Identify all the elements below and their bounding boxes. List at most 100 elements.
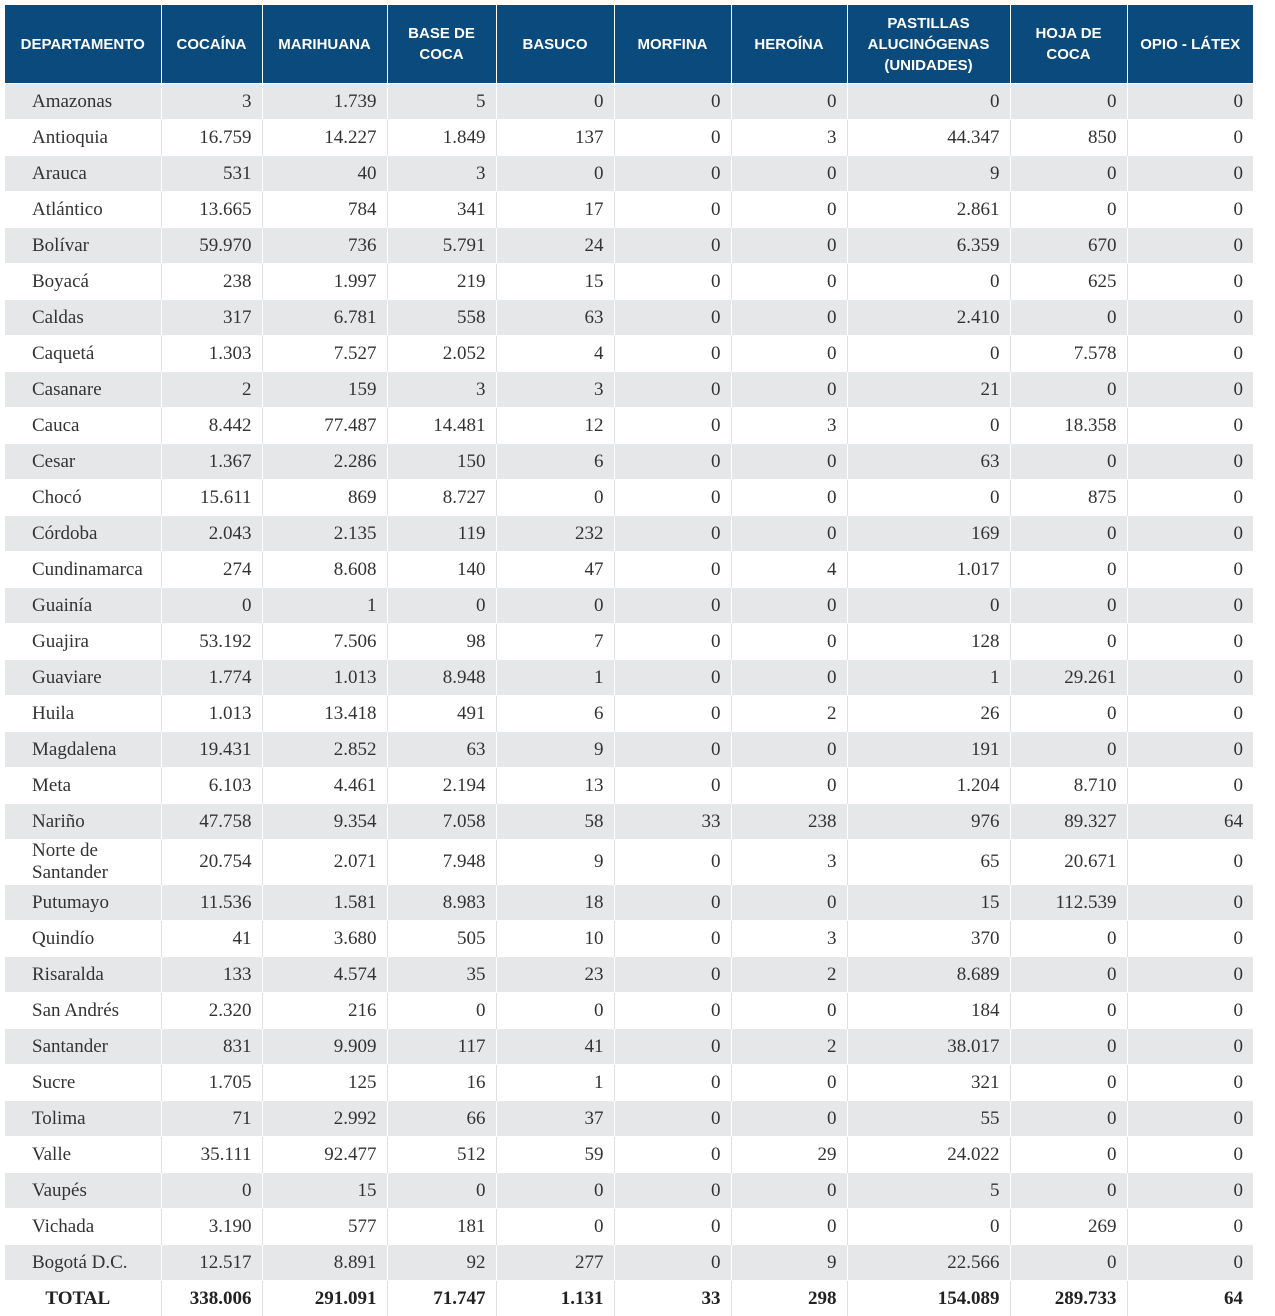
value-cell: 0	[1009, 623, 1127, 660]
value-cell: 184	[846, 992, 1010, 1029]
table-row: Nariño 47.758 9.354 7.058 58 33 238 976 89.327 64	[5, 803, 1253, 840]
value-cell: 0	[1009, 155, 1127, 192]
total-cell: 71.747	[386, 1280, 496, 1316]
value-cell: 277	[495, 1244, 614, 1281]
value-cell: 0	[1126, 227, 1253, 264]
value-cell: 26	[846, 695, 1010, 732]
value-cell: 2.286	[261, 443, 387, 480]
value-cell: 321	[846, 1064, 1010, 1101]
value-cell: 0	[613, 191, 731, 228]
value-cell: 0	[1126, 443, 1253, 480]
value-cell: 0	[730, 992, 847, 1029]
column-header: COCAÍNA	[160, 5, 262, 84]
value-cell: 0	[1126, 335, 1253, 372]
value-cell: 0	[730, 731, 847, 768]
table-row: Arauca 531 40 3 0 0 0 9 0 0	[5, 155, 1253, 192]
value-cell: 37	[495, 1100, 614, 1137]
column-header: HOJA DE COCA	[1009, 5, 1127, 84]
table-row: Quindío 41 3.680 505 10 0 3 370 0 0	[5, 920, 1253, 957]
department-cell: Guaviare	[5, 659, 161, 696]
value-cell: 0	[613, 299, 731, 336]
value-cell: 577	[261, 1208, 387, 1245]
value-cell: 8.689	[846, 956, 1010, 993]
value-cell: 0	[730, 191, 847, 228]
value-cell: 0	[730, 659, 847, 696]
value-cell: 0	[613, 155, 731, 192]
value-cell: 0	[1126, 407, 1253, 444]
value-cell: 4.461	[261, 767, 387, 804]
value-cell: 0	[613, 335, 731, 372]
value-cell: 0	[1126, 515, 1253, 552]
value-cell: 3	[386, 155, 496, 192]
value-cell: 0	[730, 1100, 847, 1137]
value-cell: 3	[730, 119, 847, 156]
department-cell: Nariño	[5, 803, 161, 840]
value-cell: 8.727	[386, 479, 496, 516]
value-cell: 0	[1126, 1064, 1253, 1101]
department-cell: Córdoba	[5, 515, 161, 552]
department-cell: Meta	[5, 767, 161, 804]
value-cell: 15	[846, 884, 1010, 921]
table-row: Cundinamarca 274 8.608 140 47 0 4 1.017 0 0	[5, 551, 1253, 588]
department-cell: Antioquia	[5, 119, 161, 156]
value-cell: 0	[1126, 767, 1253, 804]
value-cell: 0	[730, 1172, 847, 1209]
value-cell: 92	[386, 1244, 496, 1281]
table-row: Caquetá 1.303 7.527 2.052 4 0 0 0 7.578 0	[5, 335, 1253, 372]
value-cell: 0	[613, 1172, 731, 1209]
value-cell: 0	[613, 479, 731, 516]
table-row: Caldas 317 6.781 558 63 0 0 2.410 0 0	[5, 299, 1253, 336]
department-cell: Boyacá	[5, 263, 161, 300]
value-cell: 98	[386, 623, 496, 660]
table-row: San Andrés 2.320 216 0 0 0 0 184 0 0	[5, 992, 1253, 1029]
column-header: BASUCO	[495, 5, 614, 84]
value-cell: 2.135	[261, 515, 387, 552]
table-body: Amazonas 3 1.739 5 0 0 0 0 0 0 Antioquia 16.759 14.2…	[5, 83, 1253, 1316]
value-cell: 0	[613, 920, 731, 957]
value-cell: 3	[730, 407, 847, 444]
value-cell: 0	[1126, 731, 1253, 768]
value-cell: 63	[495, 299, 614, 336]
value-cell: 0	[613, 119, 731, 156]
value-cell: 2.052	[386, 335, 496, 372]
column-header: DEPARTAMENTO	[5, 5, 161, 84]
value-cell: 0	[846, 407, 1010, 444]
value-cell: 2.071	[261, 839, 387, 885]
department-cell: Cauca	[5, 407, 161, 444]
value-cell: 0	[613, 1244, 731, 1281]
value-cell: 23	[495, 956, 614, 993]
table-row: Santander 831 9.909 117 41 0 2 38.017 0 0	[5, 1028, 1253, 1065]
value-cell: 0	[613, 1028, 731, 1065]
value-cell: 0	[613, 767, 731, 804]
value-cell: 274	[160, 551, 262, 588]
table-row: Guaviare 1.774 1.013 8.948 1 0 0 1 29.261 0	[5, 659, 1253, 696]
total-cell: 289.733	[1009, 1280, 1127, 1316]
value-cell: 41	[160, 920, 262, 957]
department-cell: Atlántico	[5, 191, 161, 228]
value-cell: 7.058	[386, 803, 496, 840]
value-cell: 1.774	[160, 659, 262, 696]
value-cell: 317	[160, 299, 262, 336]
value-cell: 0	[1009, 920, 1127, 957]
value-cell: 219	[386, 263, 496, 300]
value-cell: 2.410	[846, 299, 1010, 336]
value-cell: 13	[495, 767, 614, 804]
value-cell: 44.347	[846, 119, 1010, 156]
value-cell: 0	[495, 479, 614, 516]
value-cell: 8.442	[160, 407, 262, 444]
value-cell: 1	[495, 1064, 614, 1101]
value-cell: 7.948	[386, 839, 496, 885]
value-cell: 58	[495, 803, 614, 840]
value-cell: 0	[730, 155, 847, 192]
value-cell: 2.852	[261, 731, 387, 768]
value-cell: 0	[1009, 1028, 1127, 1065]
value-cell: 6.359	[846, 227, 1010, 264]
value-cell: 0	[613, 884, 731, 921]
value-cell: 976	[846, 803, 1010, 840]
value-cell: 1.013	[160, 695, 262, 732]
value-cell: 7.527	[261, 335, 387, 372]
department-cell: Caldas	[5, 299, 161, 336]
table-row: Magdalena 19.431 2.852 63 9 0 0 191 0 0	[5, 731, 1253, 768]
department-cell: Arauca	[5, 155, 161, 192]
value-cell: 5	[846, 1172, 1010, 1209]
